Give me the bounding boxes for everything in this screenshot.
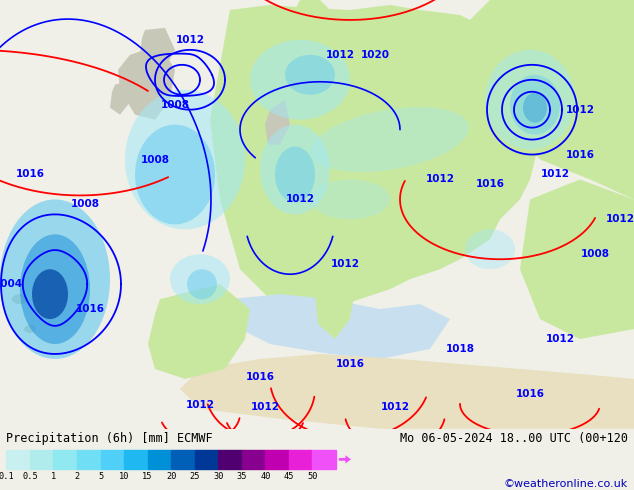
Text: 1: 1 [51, 471, 56, 481]
Ellipse shape [310, 179, 390, 220]
Polygon shape [280, 0, 370, 149]
Text: 30: 30 [213, 471, 224, 481]
Text: 1012: 1012 [605, 214, 634, 224]
Bar [218, 450, 242, 468]
Bar [313, 450, 336, 468]
Bar [242, 450, 266, 468]
Bar [53, 450, 77, 468]
Polygon shape [210, 5, 580, 309]
Text: 0.5: 0.5 [22, 471, 38, 481]
Text: 1008: 1008 [70, 199, 100, 209]
Text: 1004: 1004 [0, 279, 23, 289]
Polygon shape [460, 0, 634, 199]
Text: 1018: 1018 [446, 344, 474, 354]
Ellipse shape [12, 294, 28, 304]
Text: 45: 45 [283, 471, 294, 481]
Bar [148, 450, 171, 468]
Polygon shape [118, 45, 175, 120]
Bar [77, 450, 101, 468]
Ellipse shape [250, 40, 350, 120]
Text: 10: 10 [119, 471, 129, 481]
Bar [101, 450, 124, 468]
Ellipse shape [0, 199, 110, 359]
Text: 1012: 1012 [380, 402, 410, 412]
Text: Mo 06-05-2024 18..00 UTC (00+120: Mo 06-05-2024 18..00 UTC (00+120 [399, 432, 628, 445]
Text: 1012: 1012 [425, 174, 455, 184]
Ellipse shape [32, 269, 68, 319]
Text: 1016: 1016 [75, 304, 105, 314]
Ellipse shape [311, 107, 469, 172]
Polygon shape [265, 99, 290, 145]
Bar [30, 450, 53, 468]
Text: 1016: 1016 [245, 372, 275, 382]
Text: 15: 15 [143, 471, 153, 481]
Text: 1012: 1012 [250, 402, 280, 412]
Text: 35: 35 [236, 471, 247, 481]
Text: 1016: 1016 [566, 149, 595, 160]
Text: 25: 25 [190, 471, 200, 481]
Text: 1008: 1008 [160, 99, 190, 110]
Text: 1012: 1012 [176, 35, 205, 45]
Ellipse shape [24, 325, 36, 333]
Polygon shape [180, 354, 634, 429]
Ellipse shape [523, 93, 547, 122]
Ellipse shape [20, 234, 90, 344]
Bar [124, 450, 148, 468]
Text: ©weatheronline.co.uk: ©weatheronline.co.uk [503, 479, 628, 489]
Text: 40: 40 [260, 471, 271, 481]
Text: 1016: 1016 [335, 359, 365, 369]
Text: 1012: 1012 [545, 334, 574, 344]
Bar [195, 450, 218, 468]
Ellipse shape [125, 90, 245, 229]
Text: 1016: 1016 [515, 389, 545, 399]
Text: 2: 2 [74, 471, 80, 481]
Bar [6, 450, 30, 468]
Ellipse shape [275, 147, 315, 202]
Text: 0.1: 0.1 [0, 471, 14, 481]
Bar [171, 450, 195, 468]
Bar [266, 450, 289, 468]
Text: 1012: 1012 [541, 170, 569, 179]
Polygon shape [110, 80, 132, 115]
Text: 1016: 1016 [15, 170, 44, 179]
Polygon shape [140, 28, 175, 70]
Polygon shape [520, 179, 634, 339]
Ellipse shape [465, 229, 515, 269]
Text: 1012: 1012 [186, 400, 214, 410]
Ellipse shape [170, 254, 230, 304]
Text: 1012: 1012 [330, 259, 359, 269]
Polygon shape [230, 294, 450, 359]
Polygon shape [375, 90, 480, 170]
Ellipse shape [187, 269, 217, 299]
Ellipse shape [510, 75, 560, 135]
Text: 5: 5 [98, 471, 103, 481]
Ellipse shape [135, 124, 215, 224]
Text: 20: 20 [166, 471, 176, 481]
Text: 1020: 1020 [361, 50, 389, 60]
Ellipse shape [260, 124, 330, 215]
Text: Precipitation (6h) [mm] ECMWF: Precipitation (6h) [mm] ECMWF [6, 432, 213, 445]
Polygon shape [315, 264, 355, 339]
Text: 50: 50 [307, 471, 318, 481]
Text: 1012: 1012 [566, 105, 595, 115]
Text: 1008: 1008 [581, 249, 609, 259]
Polygon shape [148, 284, 250, 379]
Text: 1016: 1016 [476, 179, 505, 190]
Text: 1008: 1008 [141, 154, 169, 165]
Text: 1012: 1012 [325, 50, 354, 60]
Bar [289, 450, 313, 468]
Ellipse shape [285, 55, 335, 95]
Text: 1012: 1012 [285, 195, 314, 204]
Ellipse shape [485, 50, 575, 149]
